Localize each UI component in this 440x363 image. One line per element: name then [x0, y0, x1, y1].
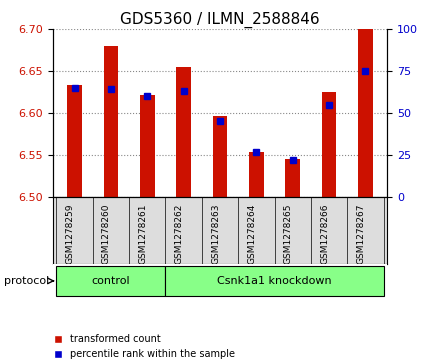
Text: GSM1278266: GSM1278266	[320, 204, 329, 264]
Text: GSM1278263: GSM1278263	[211, 204, 220, 264]
Bar	[286, 159, 300, 197]
Text: GSM1278262: GSM1278262	[175, 204, 183, 264]
Bar	[67, 85, 82, 197]
Text: GSM1278264: GSM1278264	[247, 204, 257, 264]
Bar	[358, 29, 373, 197]
Text: GSM1278260: GSM1278260	[102, 204, 111, 264]
Title: GDS5360 / ILMN_2588846: GDS5360 / ILMN_2588846	[120, 12, 320, 28]
Text: GSM1278259: GSM1278259	[66, 204, 75, 264]
Bar	[322, 92, 336, 197]
Text: GSM1278261: GSM1278261	[138, 204, 147, 264]
Bar	[213, 115, 227, 197]
Text: protocol: protocol	[4, 276, 50, 286]
Text: control: control	[92, 276, 130, 286]
Bar	[104, 46, 118, 197]
Bar	[140, 94, 154, 197]
Legend: transformed count, percentile rank within the sample: transformed count, percentile rank withi…	[44, 330, 239, 363]
FancyBboxPatch shape	[165, 266, 384, 296]
Text: Csnk1a1 knockdown: Csnk1a1 knockdown	[217, 276, 332, 286]
Text: GSM1278267: GSM1278267	[356, 204, 365, 264]
Bar	[249, 152, 264, 197]
Bar	[176, 67, 191, 197]
FancyBboxPatch shape	[56, 266, 165, 296]
Text: GSM1278265: GSM1278265	[284, 204, 293, 264]
